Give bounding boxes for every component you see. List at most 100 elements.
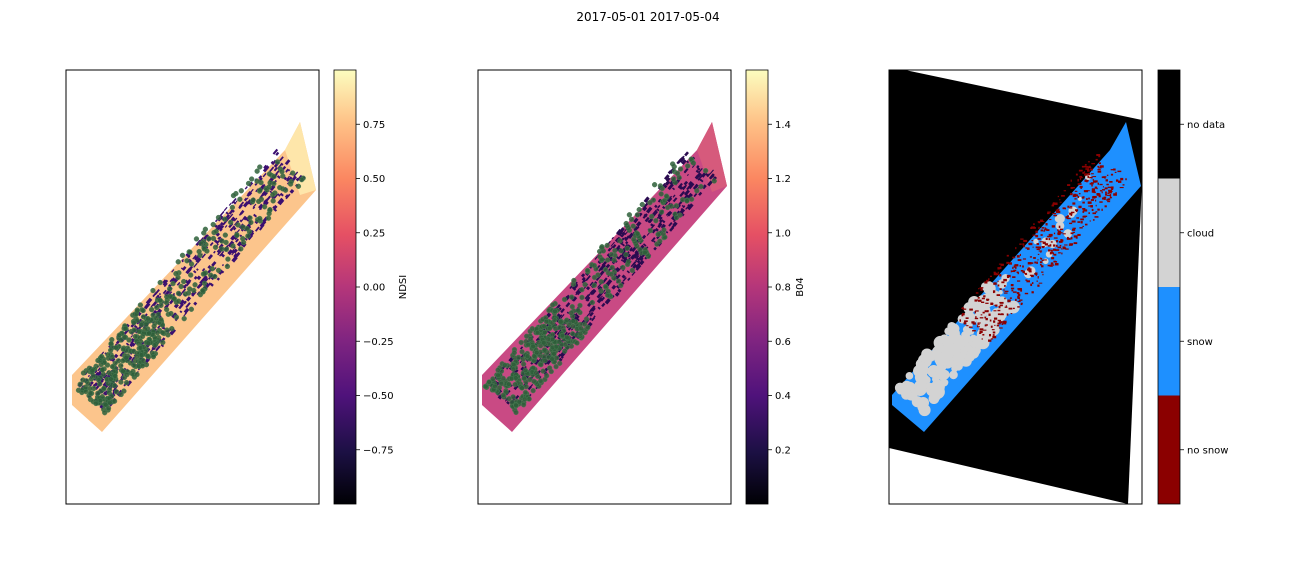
no-snow-pixel <box>1051 204 1055 207</box>
ndsi-colorbar-ticks: 0.75 0.50 0.25 0.00 −0.25 −0.50 −0.75 <box>356 120 394 456</box>
no-snow-pixel <box>1075 209 1079 212</box>
texture-patch <box>273 166 278 172</box>
no-snow-pixel <box>1012 291 1017 293</box>
texture-patch <box>216 277 221 281</box>
texture-patch <box>520 346 524 350</box>
texture-patch <box>586 311 591 318</box>
no-snow-pixel <box>1069 243 1074 246</box>
vegetation-marker <box>120 358 126 364</box>
vegetation-marker <box>118 337 124 343</box>
no-snow-pixel <box>1057 233 1061 236</box>
vegetation-marker <box>513 409 519 416</box>
no-snow-pixel <box>1033 257 1036 259</box>
texture-patch <box>272 148 279 155</box>
no-snow-pixel <box>1041 259 1044 262</box>
vegetation-marker <box>288 178 294 185</box>
no-snow-pixel <box>1120 177 1124 181</box>
texture-patch <box>607 247 612 252</box>
ndsi-tick-label: 0.00 <box>363 283 385 294</box>
no-snow-pixel <box>1035 230 1038 234</box>
vegetation-marker <box>290 170 296 176</box>
no-snow-pixel <box>1082 201 1085 204</box>
texture-patch <box>667 183 674 191</box>
vegetation-marker <box>279 169 285 175</box>
no-snow-pixel <box>1052 212 1057 215</box>
vegetation-marker <box>95 390 101 396</box>
no-snow-pixel <box>1105 191 1107 194</box>
texture-patch <box>225 211 229 215</box>
texture-patch <box>679 190 686 198</box>
vegetation-marker <box>543 373 550 379</box>
no-snow-pixel <box>1062 233 1066 235</box>
vegetation-marker <box>140 358 147 364</box>
texture-patch <box>239 219 242 222</box>
texture-patch <box>235 238 240 243</box>
texture-patch <box>646 206 653 214</box>
vegetation-marker <box>521 375 527 382</box>
b04-colorbar-label: B04 <box>795 277 806 297</box>
no-snow-pixel <box>1087 167 1092 169</box>
vegetation-marker <box>688 196 695 202</box>
vegetation-marker <box>132 333 138 340</box>
no-snow-pixel <box>1022 270 1025 274</box>
vegetation-marker <box>630 223 636 229</box>
vegetation-marker <box>694 188 700 194</box>
texture-patch <box>696 165 700 169</box>
no-snow-pixel <box>1011 270 1014 272</box>
texture-patch <box>163 282 168 288</box>
no-snow-pixel <box>1090 168 1093 171</box>
no-snow-pixel <box>1091 190 1096 193</box>
vegetation-marker <box>582 281 588 288</box>
no-snow-pixel <box>1047 245 1051 247</box>
vegetation-marker <box>160 330 166 336</box>
no-snow-pixel <box>1070 211 1075 214</box>
texture-patch <box>581 278 587 284</box>
no-snow-pixel <box>1034 272 1038 275</box>
vegetation-marker <box>181 278 187 285</box>
vegetation-marker <box>520 402 527 408</box>
vegetation-marker <box>139 363 146 369</box>
vegetation-marker <box>157 279 163 286</box>
vegetation-marker <box>118 363 124 369</box>
vegetation-marker <box>605 257 611 263</box>
vegetation-marker <box>168 310 174 317</box>
vegetation-marker <box>219 246 225 252</box>
no-snow-pixel <box>965 317 969 319</box>
texture-patch <box>665 177 671 182</box>
no-snow-pixel <box>1030 262 1034 264</box>
no-snow-pixel <box>1092 212 1097 215</box>
no-snow-pixel <box>1022 243 1025 246</box>
texture-patch <box>239 234 243 238</box>
vegetation-marker <box>490 376 496 382</box>
texture-patch <box>565 302 571 308</box>
texture-patch <box>276 175 281 179</box>
no-snow-pixel <box>1037 238 1041 240</box>
vegetation-marker <box>238 188 244 194</box>
texture-patch <box>157 325 161 329</box>
texture-patch <box>682 205 686 209</box>
no-snow-pixel <box>1096 187 1098 190</box>
texture-patch <box>596 292 603 299</box>
vegetation-marker <box>620 264 626 271</box>
texture-patch <box>708 173 715 180</box>
vegetation-marker <box>188 272 194 278</box>
vegetation-marker <box>629 267 635 274</box>
vegetation-marker <box>224 263 231 270</box>
cloud-blob <box>944 341 955 352</box>
vegetation-marker <box>584 267 591 274</box>
no-snow-pixel <box>1099 165 1104 168</box>
no-snow-pixel <box>1073 242 1078 245</box>
vegetation-marker <box>591 274 598 281</box>
texture-patch <box>627 277 631 282</box>
vegetation-marker <box>173 314 180 320</box>
vegetation-marker <box>519 385 525 391</box>
b04-axes-frame <box>477 69 732 505</box>
no-snow-pixel <box>1030 275 1034 278</box>
no-snow-pixel <box>1090 182 1094 185</box>
no-snow-pixel <box>1103 198 1106 200</box>
vegetation-marker <box>188 306 195 312</box>
no-snow-pixel <box>1097 208 1100 211</box>
no-snow-pixel <box>1047 249 1051 252</box>
vegetation-marker <box>569 304 575 310</box>
no-snow-pixel <box>998 305 1001 309</box>
